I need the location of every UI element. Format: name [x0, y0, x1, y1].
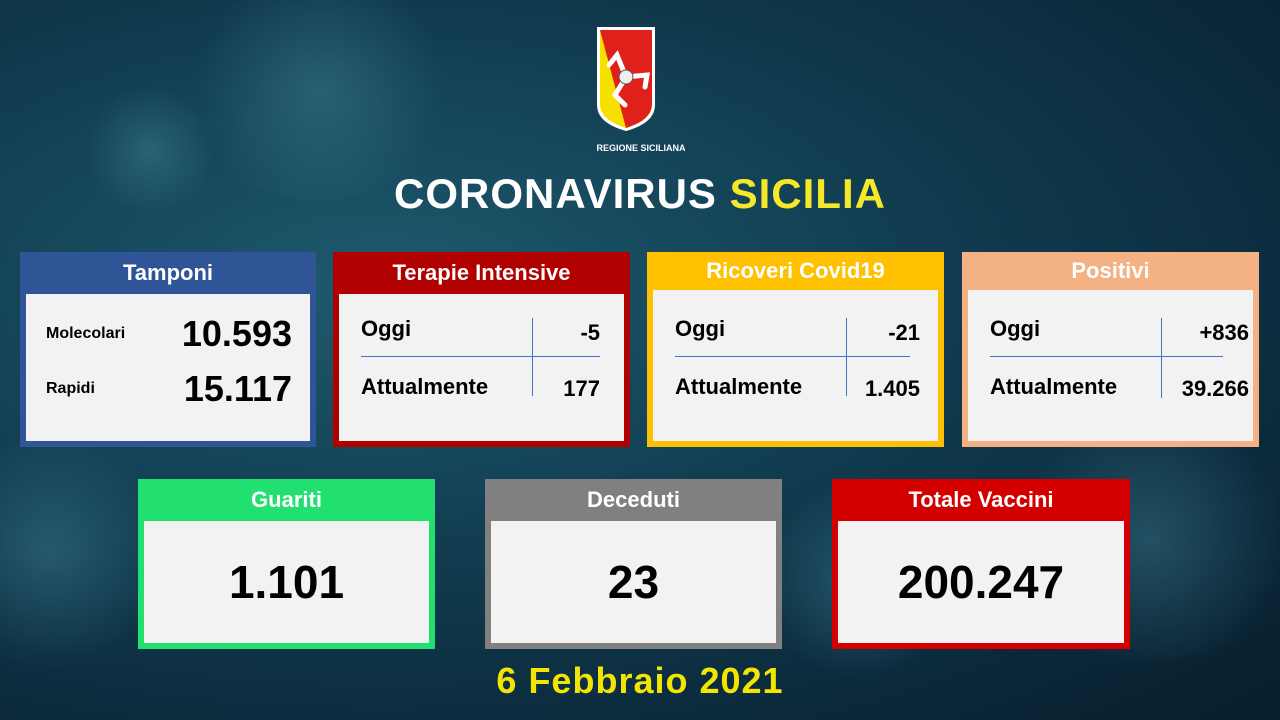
deceduti-card: Deceduti 23 — [485, 479, 782, 649]
vaccini-value: 200.247 — [897, 556, 1065, 608]
virus-decoration — [180, 0, 460, 200]
card-title: Guariti — [251, 487, 322, 512]
card-title: Positivi — [1071, 258, 1150, 283]
attualmente-label: Attualmente — [361, 374, 489, 399]
oggi-value: -21 — [888, 320, 920, 345]
card-title: Totale Vaccini — [908, 487, 1054, 512]
title-sicilia: SICILIA — [729, 170, 886, 217]
attualmente-value: 1.405 — [864, 376, 920, 401]
rapidi-value: 15.117 — [183, 368, 292, 409]
guariti-value: 1.101 — [228, 556, 345, 608]
attualmente-label: Attualmente — [675, 374, 803, 399]
oggi-label: Oggi — [675, 316, 726, 341]
card-title: Tamponi — [122, 260, 214, 285]
molecolari-label: Molecolari — [46, 325, 126, 342]
page-title: CORONAVIRUS SICILIA — [0, 170, 1280, 218]
oggi-value: -5 — [580, 320, 600, 345]
positivi-card: Positivi Oggi +836 Attualmente 39.266 — [962, 252, 1259, 447]
sicily-coat-of-arms-logo — [597, 27, 655, 131]
guariti-card: Guariti 1.101 — [138, 479, 435, 649]
oggi-label: Oggi — [361, 316, 412, 341]
attualmente-label: Attualmente — [990, 374, 1118, 399]
card-title: Deceduti — [587, 487, 680, 512]
rapidi-label: Rapidi — [46, 380, 95, 397]
virus-decoration — [0, 420, 160, 680]
report-date: 6 Febbraio 2021 — [496, 660, 784, 701]
attualmente-value: 177 — [563, 376, 600, 401]
card-title: Terapie Intensive — [392, 260, 571, 285]
logo-caption: REGIONE SICILIANA — [596, 143, 686, 153]
totale-vaccini-card: Totale Vaccini 200.247 — [832, 479, 1130, 649]
title-coronavirus: CORONAVIRUS — [394, 170, 717, 217]
attualmente-value: 39.266 — [1181, 376, 1249, 401]
ricoveri-card: Ricoveri Covid19 Oggi -21 Attualmente 1.… — [647, 252, 944, 447]
card-title: Ricoveri Covid19 — [706, 258, 885, 283]
deceduti-value: 23 — [607, 556, 660, 608]
oggi-value: +836 — [1199, 320, 1249, 345]
terapie-intensive-card: Terapie Intensive Oggi -5 Attualmente 17… — [333, 252, 630, 447]
tamponi-card: Tamponi Molecolari 10.593 Rapidi 15.117 — [20, 252, 316, 447]
oggi-label: Oggi — [990, 316, 1041, 341]
virus-decoration — [80, 90, 220, 210]
molecolari-value: 10.593 — [181, 313, 292, 354]
